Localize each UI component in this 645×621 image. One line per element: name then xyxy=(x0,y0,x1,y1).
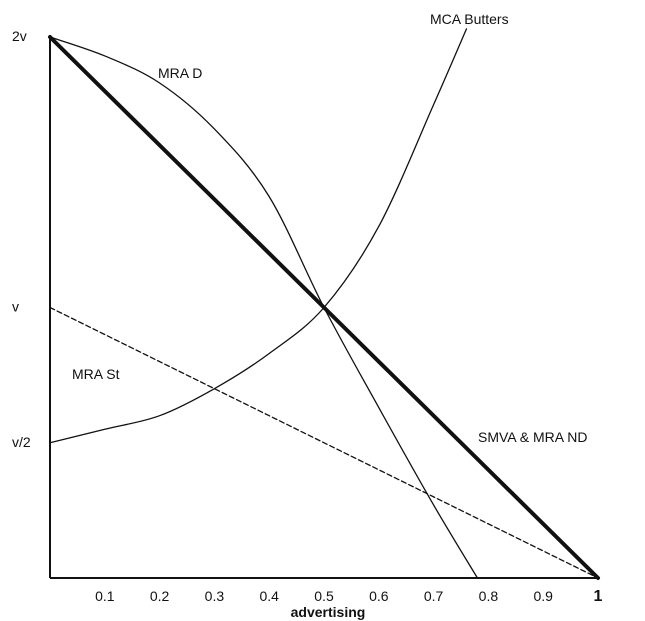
x-ticks: 0.1 0.2 0.3 0.4 0.5 0.6 0.7 0.8 0.9 1 xyxy=(95,588,602,605)
x-tick-label: 1 xyxy=(594,588,603,605)
x-tick-label: 0.1 xyxy=(95,588,115,604)
curve-label-mca-butters: MCA Butters xyxy=(430,11,509,27)
x-tick-label: 0.6 xyxy=(369,588,389,604)
series-line-mra-d xyxy=(49,36,479,579)
x-tick-label: 0.4 xyxy=(259,588,279,604)
curve-label-smva-mra-nd: SMVA & MRA ND xyxy=(478,429,587,445)
x-tick-label: 0.3 xyxy=(205,588,225,604)
y-tick-label: v xyxy=(12,299,19,315)
series-line-mra-st xyxy=(49,306,599,579)
x-tick-label: 0.9 xyxy=(533,588,553,604)
y-ticks: 2v v v/2 xyxy=(12,28,31,450)
series-lines xyxy=(48,28,600,580)
curve-label-mra-d: MRA D xyxy=(158,65,202,81)
x-tick-label: 0.5 xyxy=(314,588,334,604)
x-axis-title: advertising xyxy=(291,604,366,620)
curve-label-mra-st: MRA St xyxy=(72,366,120,382)
y-tick-label: 2v xyxy=(12,28,27,44)
series-line-mca-butters xyxy=(49,28,468,444)
y-tick-label: v/2 xyxy=(12,434,31,450)
x-tick-label: 0.7 xyxy=(424,588,444,604)
x-tick-label: 0.8 xyxy=(479,588,499,604)
x-tick-label: 0.2 xyxy=(150,588,170,604)
